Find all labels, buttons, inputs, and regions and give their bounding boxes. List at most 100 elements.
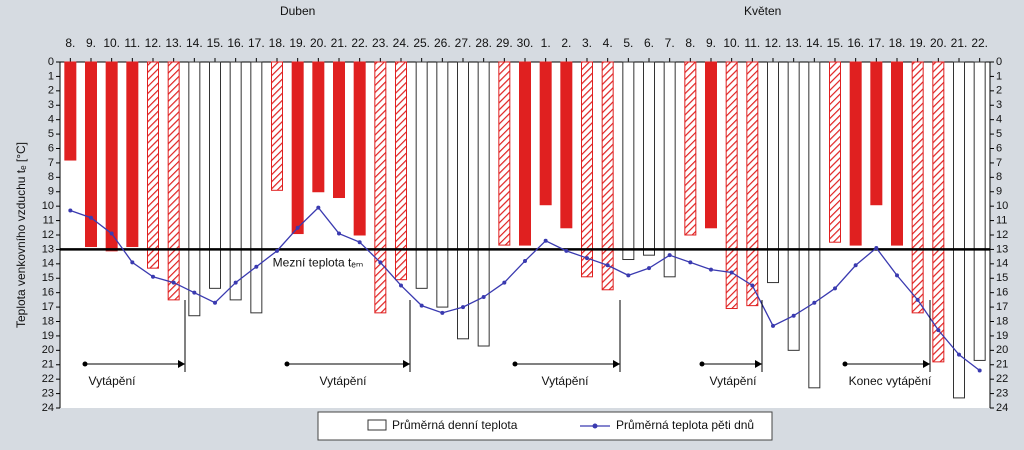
legend-dot bbox=[592, 423, 598, 429]
bar bbox=[643, 61, 655, 256]
line-point bbox=[357, 240, 362, 245]
arrow-start bbox=[699, 361, 705, 367]
line-point bbox=[564, 248, 569, 253]
y-tick-label: 11 bbox=[43, 214, 54, 226]
line-point bbox=[316, 205, 321, 210]
x-tick-label: 11. bbox=[124, 36, 140, 50]
x-tick-label: 15. bbox=[827, 36, 844, 50]
y-tick-label-right: 19 bbox=[996, 330, 1008, 342]
x-tick-label: 1. bbox=[541, 36, 551, 50]
legend-box bbox=[317, 411, 773, 441]
line-point bbox=[915, 297, 920, 302]
y-tick-label-right: 16 bbox=[996, 287, 1008, 299]
x-tick-label: 15. bbox=[207, 36, 224, 50]
arrow-start bbox=[512, 361, 518, 367]
bar bbox=[291, 61, 304, 235]
line-point bbox=[254, 264, 259, 269]
y-tick-label: 23 bbox=[42, 387, 54, 399]
arrow-head bbox=[613, 360, 620, 368]
line-point bbox=[419, 303, 424, 308]
y-tick-label-right: 7 bbox=[996, 157, 1002, 169]
x-tick-label: 25. bbox=[413, 36, 430, 50]
bar bbox=[188, 61, 201, 317]
bar bbox=[581, 61, 593, 278]
x-tick-label: 17. bbox=[868, 36, 885, 50]
line-point bbox=[853, 263, 858, 268]
x-tick-label: 10. bbox=[103, 36, 120, 50]
bar bbox=[498, 61, 511, 246]
x-tick-label: 22. bbox=[351, 36, 368, 50]
x-tick-label: 22. bbox=[971, 36, 988, 50]
x-tick-label: 11. bbox=[744, 36, 760, 50]
y-tick-label-right: 14 bbox=[996, 258, 1008, 270]
bar bbox=[953, 61, 965, 399]
y-tick-label: 18 bbox=[42, 315, 54, 327]
y-tick-label: 13 bbox=[42, 243, 54, 255]
x-tick-label: 13. bbox=[785, 36, 802, 50]
y-tick-label: 7 bbox=[48, 157, 54, 169]
x-tick-label: 24. bbox=[393, 36, 410, 50]
line-point bbox=[275, 248, 279, 253]
bar bbox=[519, 61, 531, 246]
line-point bbox=[440, 310, 445, 315]
arrow-head bbox=[755, 360, 762, 368]
annotation: Vytápění bbox=[542, 374, 590, 388]
y-tick-label: 20 bbox=[42, 344, 54, 356]
x-tick-label: 14. bbox=[186, 36, 203, 50]
line-point bbox=[729, 270, 734, 275]
line-point bbox=[130, 260, 135, 265]
y-tick-label-right: 13 bbox=[996, 243, 1008, 255]
y-tick-label-right: 4 bbox=[996, 114, 1002, 126]
line-point bbox=[791, 313, 796, 318]
line-point bbox=[957, 352, 961, 357]
x-tick-label: 12. bbox=[145, 36, 162, 50]
bar bbox=[436, 61, 449, 308]
bar bbox=[333, 61, 345, 199]
line-point bbox=[171, 280, 176, 285]
legend-label: Průměrná teplota pěti dnů bbox=[616, 418, 754, 432]
y-tick-label: 9 bbox=[48, 186, 54, 198]
x-tick-label: 17. bbox=[248, 36, 265, 50]
bar bbox=[250, 61, 263, 314]
bar bbox=[85, 61, 97, 248]
x-tick-label: 27. bbox=[455, 36, 472, 50]
y-tick-label-right: 20 bbox=[996, 344, 1008, 356]
bar bbox=[725, 61, 738, 310]
y-tick-label-right: 17 bbox=[996, 301, 1008, 313]
x-tick-label: 2. bbox=[561, 36, 571, 50]
line-point bbox=[192, 290, 197, 295]
x-tick-label: 18. bbox=[889, 36, 906, 50]
bar bbox=[622, 61, 635, 261]
y-tick-label-right: 23 bbox=[996, 387, 1008, 399]
y-tick-label: 14 bbox=[42, 258, 54, 270]
line-point bbox=[481, 294, 486, 299]
y-tick-label: 16 bbox=[42, 287, 54, 299]
line-point bbox=[89, 215, 93, 220]
y-tick-label-right: 2 bbox=[996, 85, 1002, 97]
bar bbox=[229, 61, 242, 301]
y-tick-label-right: 21 bbox=[996, 359, 1008, 371]
line-point bbox=[461, 305, 465, 310]
bar bbox=[684, 61, 697, 236]
bar bbox=[746, 61, 759, 307]
y-tick-label-right: 5 bbox=[996, 128, 1002, 140]
y-tick-label-right: 18 bbox=[996, 315, 1008, 327]
line-point bbox=[771, 323, 775, 328]
y-tick-label: 3 bbox=[48, 99, 54, 111]
y-tick-label-right: 3 bbox=[996, 99, 1002, 111]
x-tick-label: 19. bbox=[289, 36, 306, 50]
y-tick-label: 21 bbox=[42, 359, 54, 371]
x-tick-label: 6. bbox=[644, 36, 654, 50]
y-tick-label: 12 bbox=[42, 229, 54, 241]
y-tick-label-right: 10 bbox=[996, 200, 1008, 212]
bar bbox=[374, 61, 387, 314]
y-tick-label: 22 bbox=[42, 373, 54, 385]
x-tick-label: 19. bbox=[909, 36, 926, 50]
y-tick-label-right: 8 bbox=[996, 171, 1002, 183]
annotation: Vytápění bbox=[320, 374, 368, 388]
bar bbox=[932, 61, 945, 363]
bar bbox=[395, 61, 407, 281]
x-tick-label: 26. bbox=[434, 36, 451, 50]
x-tick-label: 9. bbox=[86, 36, 96, 50]
bar bbox=[209, 61, 221, 289]
